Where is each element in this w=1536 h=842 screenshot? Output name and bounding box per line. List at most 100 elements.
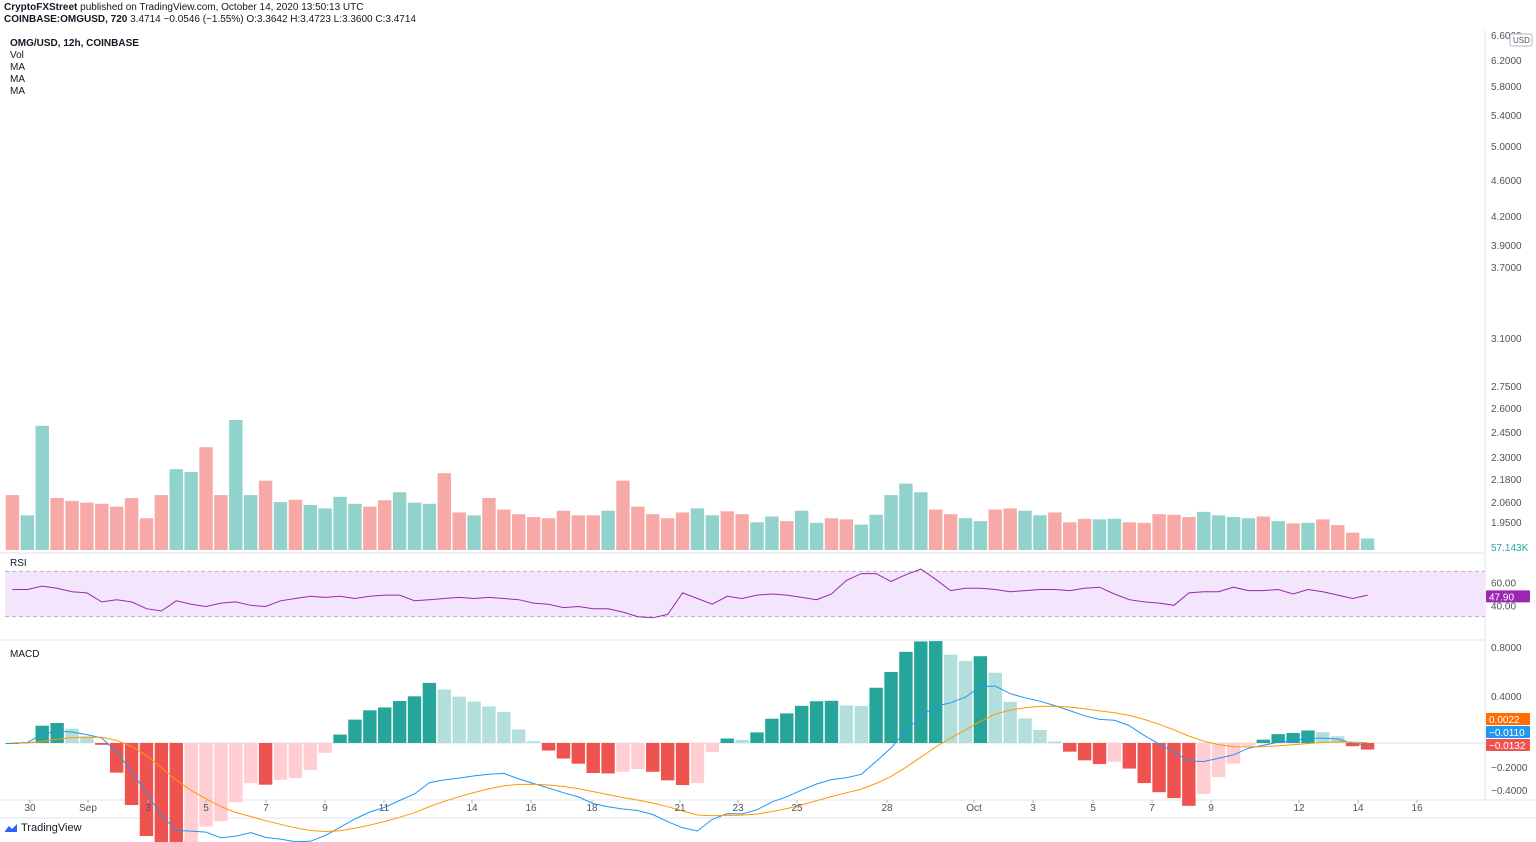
volume-bar xyxy=(467,515,481,550)
macd-histogram-bar xyxy=(586,743,600,774)
volume-bar xyxy=(720,511,734,550)
macd-histogram-bar xyxy=(95,743,109,745)
volume-bar xyxy=(973,521,988,550)
volume-bar xyxy=(50,498,64,550)
legend-title[interactable]: OMG/USD, 12h, COINBASE xyxy=(10,38,139,49)
volume-bar xyxy=(571,515,586,550)
volume-bar xyxy=(303,504,317,550)
symbol-line: COINBASE:OMGUSD, 720 xyxy=(4,14,128,25)
volume-bar xyxy=(20,515,35,550)
macd-histogram-bar xyxy=(139,743,154,837)
published-text: published on TradingView.com, October 14… xyxy=(80,2,364,13)
macd-histogram-bar xyxy=(869,687,883,743)
macd-histogram-bar xyxy=(437,689,451,743)
volume-bar xyxy=(333,496,347,550)
macd-histogram-bar xyxy=(318,743,332,753)
macd-histogram-bar xyxy=(720,738,734,743)
time-tick-label: 5 xyxy=(1090,803,1096,814)
macd-histogram-bar xyxy=(1211,743,1226,778)
macd-histogram-bar xyxy=(214,743,228,822)
macd-histogram-bar xyxy=(1226,743,1241,764)
legend-ma-2[interactable]: MA xyxy=(10,74,25,85)
volume-bar xyxy=(1107,518,1122,550)
volume-bar xyxy=(914,492,928,550)
volume-bar xyxy=(1241,518,1256,550)
volume-bar xyxy=(988,509,1002,550)
volume-bar xyxy=(1271,521,1285,550)
volume-bar xyxy=(363,506,377,550)
macd-histogram-bar xyxy=(601,743,615,774)
macd-histogram-bar xyxy=(1152,743,1166,793)
macd-line xyxy=(12,685,1368,842)
volume-bar xyxy=(1345,532,1360,550)
legend-ma-1[interactable]: MA xyxy=(10,62,25,73)
volume-bar xyxy=(884,495,898,550)
time-tick-label: 3 xyxy=(1030,803,1036,814)
macd-histogram-bar xyxy=(899,651,913,743)
macd-histogram-bar xyxy=(452,696,466,743)
macd-histogram-bar xyxy=(482,706,496,743)
macd-histogram-bar xyxy=(467,701,481,743)
volume-bar xyxy=(229,420,243,550)
macd-histogram-bar xyxy=(244,743,258,784)
macd-histogram-bar xyxy=(1301,730,1315,743)
macd-signal-line xyxy=(12,705,1368,833)
time-tick-label: 9 xyxy=(322,803,328,814)
time-tick-label: 23 xyxy=(732,803,744,814)
volume-bar xyxy=(1316,519,1330,550)
volume-bar xyxy=(824,518,839,550)
volume-bar xyxy=(109,506,124,550)
macd-histogram-bar xyxy=(422,682,437,743)
last-price: 3.4714 xyxy=(130,14,161,25)
tradingview-logo: TradingView xyxy=(4,822,82,834)
volume-bar xyxy=(124,498,139,550)
macd-histogram-bar xyxy=(914,641,928,743)
volume-bar xyxy=(601,510,615,550)
macd-histogram-bar xyxy=(765,718,779,743)
rsi-value-tag-bg xyxy=(1486,590,1530,603)
ohlc-low: 3.3600 xyxy=(342,14,373,25)
time-tick-label: 14 xyxy=(1352,803,1364,814)
time-tick-label: Sep xyxy=(79,803,97,814)
macd-histogram-bar xyxy=(839,705,854,743)
macd-hist-tag: 0.0022 xyxy=(1489,715,1520,726)
volume-bar xyxy=(1048,512,1062,550)
macd-tick-label: −0.4000 xyxy=(1491,786,1528,797)
macd-histogram-bar xyxy=(1331,736,1345,743)
volume-bar xyxy=(899,483,913,550)
volume-bar xyxy=(943,514,958,550)
volume-bar xyxy=(392,492,407,550)
time-tick-label: 30 xyxy=(24,803,36,814)
macd-histogram-bar xyxy=(258,743,273,785)
volume-bar xyxy=(646,514,660,550)
volume-bar xyxy=(690,508,705,550)
macd-histogram-bar xyxy=(1077,743,1092,761)
time-tick-label: 16 xyxy=(525,803,537,814)
macd-histogram-bar xyxy=(1003,701,1017,743)
legend-vol[interactable]: Vol xyxy=(10,50,24,61)
legend-ma-3[interactable]: MA xyxy=(10,86,25,97)
volume-bar xyxy=(1152,514,1166,550)
time-tick-label: 7 xyxy=(263,803,269,814)
volume-bar xyxy=(556,510,571,550)
price-change: −0.0546 (−1.55%) xyxy=(163,14,244,25)
volume-tag: 57.143K xyxy=(1491,543,1529,554)
volume-bar xyxy=(273,502,288,550)
macd-histogram-bar xyxy=(1048,741,1062,743)
volume-bar xyxy=(705,515,720,550)
price-tick-label: 6.6000 xyxy=(1491,31,1522,42)
price-tick-label: 2.6000 xyxy=(1491,404,1522,415)
macd-histogram-bar xyxy=(1167,743,1181,799)
macd-histogram-bar xyxy=(1092,743,1107,765)
volume-bar xyxy=(660,518,675,550)
currency-box xyxy=(1509,33,1533,47)
macd-value-tag-bg xyxy=(1486,726,1530,738)
macd-histogram-bar xyxy=(1271,734,1285,743)
time-tick-label: 5 xyxy=(203,803,209,814)
ohlc-open: 3.3642 xyxy=(256,14,288,25)
macd-histogram-bar xyxy=(1137,743,1151,784)
macd-histogram-bar xyxy=(1241,743,1256,747)
macd-histogram-bar xyxy=(169,743,183,842)
macd-tick-label: −0.2000 xyxy=(1491,763,1528,774)
